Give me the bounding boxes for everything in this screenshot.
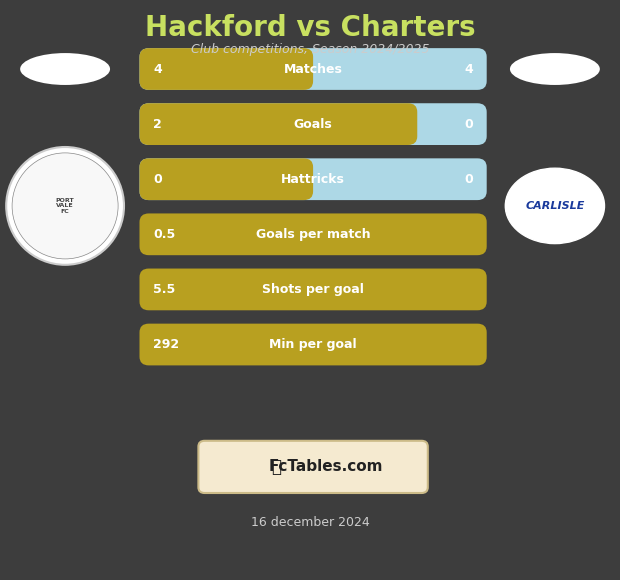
Text: Goals: Goals: [294, 118, 332, 130]
FancyBboxPatch shape: [198, 441, 428, 493]
FancyBboxPatch shape: [140, 269, 487, 310]
Ellipse shape: [20, 53, 110, 85]
Text: Hackford vs Charters: Hackford vs Charters: [144, 14, 476, 42]
Text: 292: 292: [153, 338, 179, 351]
Text: 2: 2: [153, 118, 162, 130]
Ellipse shape: [510, 53, 600, 85]
FancyBboxPatch shape: [140, 103, 417, 145]
FancyBboxPatch shape: [140, 48, 487, 90]
Text: 4: 4: [153, 63, 162, 75]
Text: 0: 0: [464, 173, 473, 186]
Text: 0: 0: [464, 118, 473, 130]
Text: Shots per goal: Shots per goal: [262, 283, 364, 296]
FancyBboxPatch shape: [140, 324, 487, 365]
Ellipse shape: [505, 168, 604, 244]
Text: 0.5: 0.5: [153, 228, 175, 241]
Text: 4: 4: [464, 63, 473, 75]
Text: PORT
VALE
FC: PORT VALE FC: [56, 198, 74, 214]
Text: FcTables.com: FcTables.com: [268, 459, 383, 474]
Ellipse shape: [12, 153, 118, 259]
FancyBboxPatch shape: [140, 158, 487, 200]
FancyBboxPatch shape: [140, 48, 313, 90]
Text: Matches: Matches: [284, 63, 342, 75]
Ellipse shape: [6, 147, 124, 265]
FancyBboxPatch shape: [140, 103, 487, 145]
Text: Hattricks: Hattricks: [281, 173, 345, 186]
Text: Club competitions, Season 2024/2025: Club competitions, Season 2024/2025: [191, 44, 429, 56]
Text: 16 december 2024: 16 december 2024: [250, 516, 370, 528]
FancyBboxPatch shape: [140, 213, 487, 255]
Text: 📊: 📊: [271, 458, 281, 476]
Text: 0: 0: [153, 173, 162, 186]
Text: Goals per match: Goals per match: [256, 228, 370, 241]
Text: CARLISLE: CARLISLE: [525, 201, 585, 211]
Text: 5.5: 5.5: [153, 283, 175, 296]
Text: Min per goal: Min per goal: [269, 338, 357, 351]
FancyBboxPatch shape: [140, 158, 313, 200]
